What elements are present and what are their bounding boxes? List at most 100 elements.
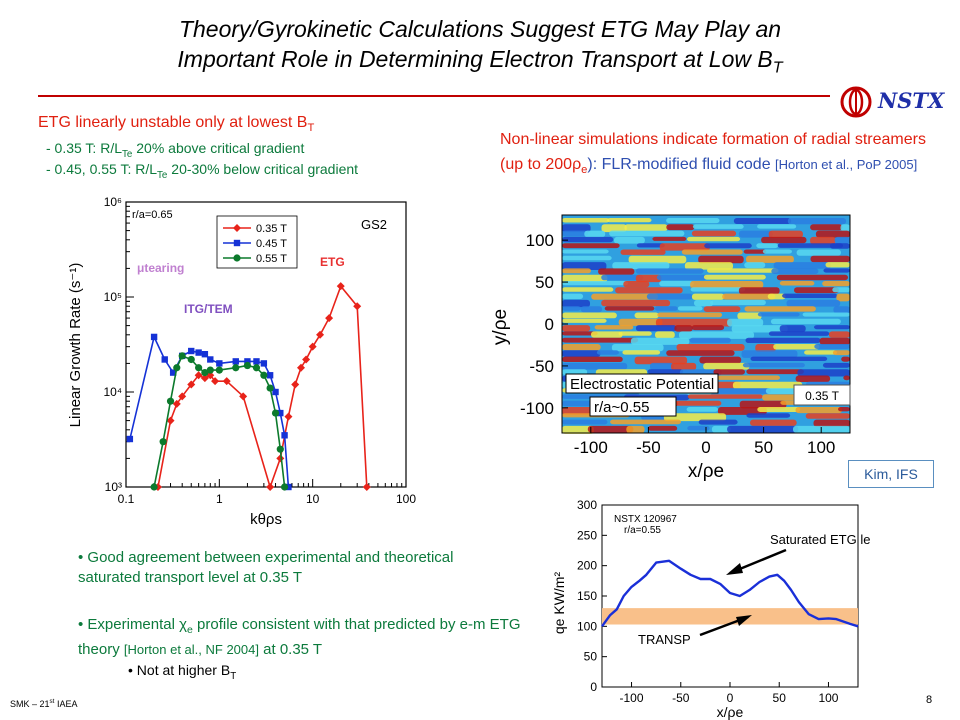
series-0-point <box>222 377 231 386</box>
y-tick-label: 10³ <box>105 480 122 494</box>
x-tick-label: 100 <box>396 492 416 506</box>
chi-symbol: χ <box>179 616 188 633</box>
heatmap-y-tick-label: -100 <box>520 399 554 418</box>
heatmap-streak <box>761 236 807 244</box>
potential-map: -100 -50 0 50 100 100 50 0 -50 -100 Electrostatic… <box>490 214 851 482</box>
heatmap-streak <box>562 299 590 308</box>
heatmap-streak <box>659 243 710 251</box>
heatmap-streak <box>562 287 614 292</box>
heatmap-x-tick-label: 0 <box>701 438 710 457</box>
heatmap-streak <box>601 274 644 281</box>
series-1-point <box>126 435 134 443</box>
heatmap-streak <box>822 362 850 368</box>
series-2-point <box>260 371 268 379</box>
qe-ylabel: qe KW/m² <box>551 572 567 635</box>
heatmap-streak <box>825 262 850 268</box>
heatmap-streak <box>767 293 786 300</box>
heatmap-streak <box>746 369 804 375</box>
heatmap-streak <box>823 268 850 273</box>
heatmap-streak <box>794 287 839 294</box>
heatmap-x-tick-label: 50 <box>754 438 773 457</box>
series-2-point <box>266 384 274 392</box>
heatmap-streak <box>733 218 792 224</box>
series-1-point <box>188 347 195 355</box>
series-0-point <box>284 412 293 421</box>
heatmap-streak <box>770 318 841 325</box>
heatmap-streak <box>601 224 627 233</box>
heatmap-streak <box>584 230 606 238</box>
heatmap-streak <box>646 293 693 300</box>
series-0-point <box>325 314 334 323</box>
qe-x-tick-label: 100 <box>818 691 838 705</box>
heatmap-streak <box>562 306 581 311</box>
heatmap-streak <box>663 413 727 422</box>
bullet-3-sub: T <box>230 670 237 682</box>
series-0-point <box>187 380 196 389</box>
heatmap-streak <box>580 306 603 313</box>
right-heading-b: ): FLR-modified fluid code <box>587 156 776 173</box>
heatmap-streak <box>609 230 685 237</box>
saturated-arrowhead <box>726 563 743 575</box>
heatmap-streak <box>834 236 850 244</box>
heatmap-streak <box>671 362 697 371</box>
series-2-point <box>201 369 209 377</box>
bullet-2-c: at 0.35 T <box>258 641 323 658</box>
heatmap-streak <box>804 350 837 355</box>
qe-y-tick-label: 100 <box>577 619 597 633</box>
heatmap-streak <box>732 381 803 389</box>
heatmap-streak <box>652 236 687 241</box>
heatmap-x-tick-label: -100 <box>574 438 608 457</box>
heatmap-streak <box>562 362 628 370</box>
heatmap-streak <box>587 425 634 433</box>
footer-rest: IAEA <box>54 699 78 709</box>
left-subbullet-1: - 0.35 T: R/LTe 20% above critical gradi… <box>46 140 304 160</box>
bullet-3: • Not at higher BT <box>128 662 237 682</box>
qe-y-tick-label: 250 <box>577 528 597 542</box>
heatmap-streak <box>612 262 670 270</box>
heatmap-xlabel: x/ρe <box>688 461 724 482</box>
heatmap-streak <box>562 337 639 343</box>
heatmap-streak <box>810 236 836 245</box>
heatmap-streak <box>731 325 788 333</box>
series-2-point <box>215 366 223 374</box>
heatmap-streak <box>666 350 735 356</box>
series-2-point <box>195 364 203 372</box>
heatmap-streak <box>814 344 850 349</box>
legend-label-2: 0.55 T <box>256 253 287 265</box>
heatmap-streak <box>777 243 844 248</box>
footer: SMK – 21st IAEA <box>10 698 77 709</box>
heatmap-streak <box>703 274 766 280</box>
heatmap-streak <box>591 331 623 338</box>
heatmap-streak <box>635 268 704 274</box>
heatmap-streak <box>743 249 767 254</box>
legend-marker-2 <box>233 254 241 262</box>
heatmap-streak <box>635 325 677 332</box>
heatmap-streak <box>601 299 671 307</box>
etg-label: ETG <box>320 255 345 269</box>
heatmap-streak <box>657 312 723 318</box>
qe-ticks: -100 -50 0 50 100 0 50 100 150 200 250 300 <box>577 498 839 705</box>
heatmap-streak <box>562 262 607 270</box>
transp-label: TRANSP <box>638 632 691 647</box>
series-0-point <box>200 374 209 383</box>
heatmap-streak <box>710 299 766 306</box>
heatmap-streak <box>691 325 725 331</box>
legend-label-1: 0.45 T <box>256 238 287 250</box>
heatmap-streak <box>797 369 850 377</box>
heatmap-ticks: -100 -50 0 50 100 100 50 0 -50 -100 <box>520 231 835 457</box>
left-subbullet-1-a: - 0.35 T: R/L <box>46 140 123 156</box>
heatmap-streak <box>562 218 610 223</box>
series-1-point <box>232 358 239 365</box>
heatmap-streak <box>796 249 841 256</box>
right-heading-ref: [Horton et al., PoP 2005] <box>775 157 918 172</box>
qe-xlabel: x/ρe <box>717 704 744 720</box>
heatmap-streak <box>562 312 617 319</box>
heatmap-streak <box>562 281 629 286</box>
heatmap-streak <box>741 350 798 358</box>
title-divider <box>38 95 830 97</box>
heatmap-streak <box>684 262 733 270</box>
heatmap-streak <box>620 249 666 255</box>
left-heading-text: ETG linearly unstable only at lowest B <box>38 114 308 131</box>
bullet-2-ref: [Horton et al., NF 2004] <box>123 642 259 657</box>
title-line-2: Important Role in Determining Electron T… <box>0 44 960 83</box>
